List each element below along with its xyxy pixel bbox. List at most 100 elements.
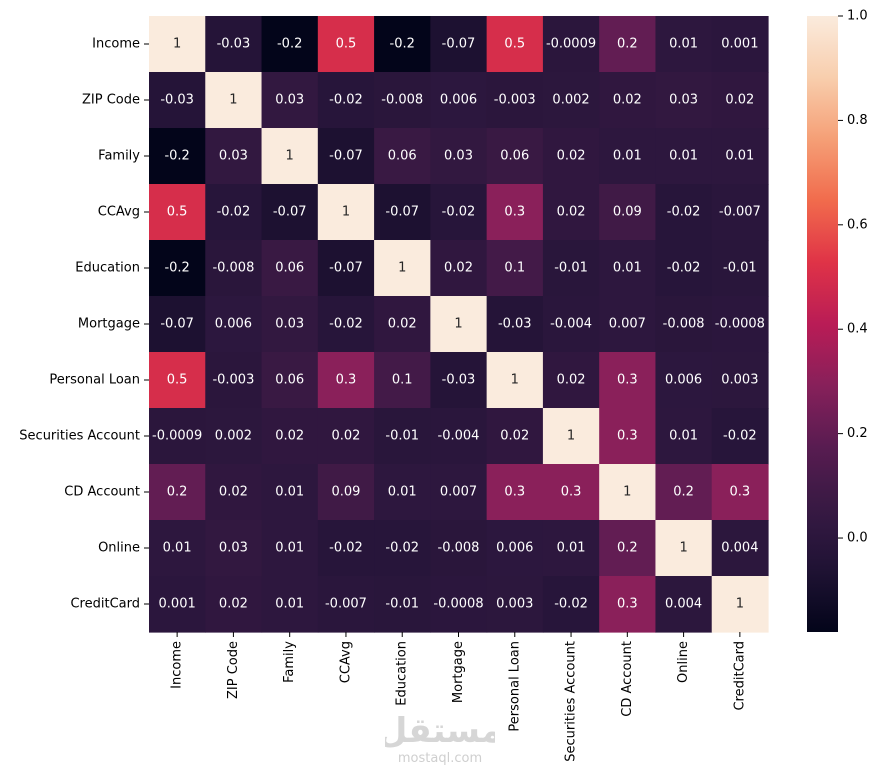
heatmap-cell	[317, 72, 375, 129]
cell-value-label: 0.002	[215, 429, 252, 444]
cell-value-label: -0.07	[385, 205, 419, 220]
cell-value-label: -0.003	[494, 93, 536, 108]
cell-value-label: -0.2	[164, 261, 189, 276]
heatmap-cell	[374, 72, 431, 129]
x-tick-label: CreditCard	[732, 641, 747, 711]
heatmap-cell	[149, 352, 206, 409]
heatmap-cell	[599, 72, 657, 129]
heatmap-cell	[542, 464, 600, 521]
cell-value-label: 0.01	[725, 149, 754, 164]
y-tick-label: Education	[75, 261, 140, 276]
heatmap-cell	[374, 464, 431, 521]
cell-value-label: 0.01	[163, 541, 192, 556]
heatmap-cell	[711, 464, 769, 521]
cell-value-label: 0.01	[275, 485, 304, 500]
heatmap-cell	[430, 128, 488, 185]
heatmap-cell	[374, 240, 431, 297]
cell-value-label: 0.01	[275, 541, 304, 556]
heatmap-cell	[711, 72, 769, 129]
cell-value-label: 0.002	[552, 93, 589, 108]
y-axis: Income ZIP Code Family CCAvg Education Mortga…	[19, 37, 149, 612]
cell-value-label: -0.008	[663, 317, 705, 332]
cell-value-label: 0.02	[613, 93, 642, 108]
y-tick-label: CreditCard	[70, 597, 140, 612]
heatmap-cell	[711, 128, 769, 185]
heatmap-cell	[542, 520, 600, 577]
cell-value-label: 0.02	[557, 149, 586, 164]
cell-value-label: 0.06	[388, 149, 417, 164]
heatmap-cell	[261, 296, 319, 353]
heatmap-cell	[542, 240, 600, 297]
heatmap-cell	[205, 184, 263, 241]
cell-value-label: 0.006	[215, 317, 252, 332]
cell-value-label: -0.03	[442, 373, 476, 388]
heatmap-cell	[374, 408, 431, 465]
x-tick-label: Securities Account	[564, 641, 579, 762]
heatmap-cell	[711, 520, 769, 577]
heatmap-cell	[599, 296, 657, 353]
cell-value-label: 0.01	[669, 429, 698, 444]
heatmap-cell	[655, 240, 713, 297]
cell-value-label: -0.0009	[546, 37, 596, 52]
heatmap-cells	[149, 16, 769, 633]
cell-value-label: 0.09	[331, 485, 360, 500]
heatmap-cell	[486, 72, 544, 129]
heatmap-cell	[486, 520, 544, 577]
heatmap-cell	[599, 408, 657, 465]
x-tick-label: Income	[170, 641, 185, 689]
heatmap-cell	[599, 520, 657, 577]
heatmap-cell	[205, 296, 263, 353]
heatmap-cell	[542, 576, 600, 633]
heatmap-cell	[542, 296, 600, 353]
heatmap-cell	[655, 72, 713, 129]
cell-value-label: 0.03	[219, 149, 248, 164]
cell-value-label: 0.06	[275, 261, 304, 276]
heatmap-cell	[655, 184, 713, 241]
cell-value-label: -0.02	[329, 541, 363, 556]
cell-value-label: 0.3	[504, 485, 525, 500]
cell-value-label: -0.003	[212, 373, 254, 388]
cell-value-label: -0.07	[442, 37, 476, 52]
heatmap-cell	[655, 296, 713, 353]
heatmap-annotations: 1 -0.03 -0.2 0.5 -0.2 -0.07 0.5 -0.0009 0.2 0.01 0…	[152, 37, 765, 612]
heatmap-cell	[486, 408, 544, 465]
heatmap-cell	[205, 128, 263, 185]
heatmap-cell	[261, 464, 319, 521]
heatmap-cell	[149, 128, 206, 185]
heatmap-cell	[149, 296, 206, 353]
heatmap-cell	[205, 16, 263, 73]
cell-value-label: -0.02	[442, 205, 476, 220]
cell-value-label: -0.0008	[433, 597, 483, 612]
cell-value-label: -0.01	[554, 261, 588, 276]
heatmap-cell	[261, 520, 319, 577]
cell-value-label: -0.02	[667, 205, 701, 220]
heatmap-cell	[542, 16, 600, 73]
heatmap-cell	[711, 240, 769, 297]
cell-value-label: 0.02	[388, 317, 417, 332]
heatmap-cell	[486, 352, 544, 409]
heatmap-cell	[205, 576, 263, 633]
cell-value-label: 0.003	[721, 373, 758, 388]
cell-value-label: 1	[511, 373, 519, 388]
cell-value-label: 0.3	[617, 373, 638, 388]
cell-value-label: 0.2	[617, 541, 638, 556]
cell-value-label: -0.007	[719, 205, 761, 220]
colorbar-tick-label: 0.2	[847, 426, 868, 441]
heatmap-cell	[430, 464, 488, 521]
y-tick-label: ZIP Code	[82, 93, 140, 108]
heatmap-cell	[317, 240, 375, 297]
cell-value-label: 0.02	[275, 429, 304, 444]
heatmap-cell	[149, 464, 206, 521]
cell-value-label: 0.3	[336, 373, 357, 388]
heatmap-cell	[599, 352, 657, 409]
watermark: مستقل mostaql.com	[385, 711, 495, 766]
cell-value-label: 0.06	[500, 149, 529, 164]
cell-value-label: 0.01	[613, 149, 642, 164]
colorbar-tick-label: 0.6	[847, 217, 868, 232]
cell-value-label: 1	[679, 541, 687, 556]
cell-value-label: 0.01	[669, 149, 698, 164]
heatmap-cell	[205, 240, 263, 297]
heatmap-cell	[205, 520, 263, 577]
cell-value-label: 1	[454, 317, 462, 332]
heatmap-cell	[317, 128, 375, 185]
